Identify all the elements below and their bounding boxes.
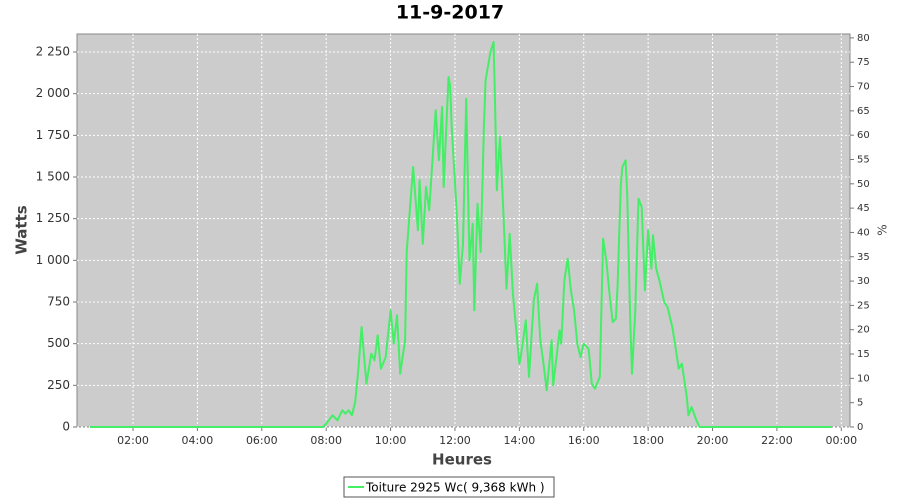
y-tick-label: 500 — [47, 336, 70, 350]
y2-tick-label: 0 — [857, 422, 863, 433]
y-tick-label: 2 250 — [36, 45, 70, 59]
x-tick-label: 16:00 — [568, 434, 600, 447]
y-tick-label: 2 000 — [36, 86, 70, 100]
y-tick-label: 250 — [47, 378, 70, 392]
y2-tick-label: 10 — [857, 373, 870, 384]
legend-label: Toiture 2925 Wc( 9,368 kWh ) — [365, 481, 545, 495]
y2-tick-label: 45 — [857, 203, 870, 214]
y2-tick-label: 25 — [857, 300, 870, 311]
y2-tick-label: 80 — [857, 33, 870, 44]
y2-tick-label: 75 — [857, 57, 870, 68]
y-tick-label: 1 250 — [36, 211, 70, 225]
x-tick-label: 18:00 — [632, 434, 664, 447]
x-tick-label: 14:00 — [504, 434, 536, 447]
y2-tick-label: 30 — [857, 276, 870, 287]
y-axis-label: Watts — [13, 205, 31, 254]
data-line — [89, 41, 832, 428]
y2-tick-label: 65 — [857, 106, 870, 117]
y-tick-label: 1 750 — [36, 128, 70, 142]
y2-tick-label: 40 — [857, 227, 870, 238]
x-tick-label: 04:00 — [182, 434, 214, 447]
chart-title: 11-9-2017 — [396, 2, 504, 24]
x-tick-label: 20:00 — [697, 434, 729, 447]
x-tick-label: 00:00 — [825, 434, 857, 447]
y-tick-label: 1 000 — [36, 253, 70, 267]
y2-axis-label: % — [876, 224, 890, 235]
y2-tick-label: 20 — [857, 325, 870, 336]
y-tick-label: 1 500 — [36, 170, 70, 184]
x-tick-label: 02:00 — [117, 434, 149, 447]
x-tick-label: 06:00 — [246, 434, 278, 447]
y2-tick-label: 70 — [857, 82, 870, 93]
y-tick-label: 750 — [47, 295, 70, 309]
x-tick-label: 22:00 — [761, 434, 793, 447]
y2-tick-label: 15 — [857, 349, 870, 360]
y2-tick-label: 60 — [857, 130, 870, 141]
y-tick-label: 0 — [62, 420, 70, 434]
y2-tick-label: 5 — [857, 398, 863, 409]
x-tick-label: 10:00 — [375, 434, 407, 447]
y2-tick-label: 50 — [857, 179, 870, 190]
x-axis-label: Heures — [432, 451, 492, 469]
x-tick-label: 08:00 — [310, 434, 342, 447]
y2-tick-label: 55 — [857, 154, 870, 165]
y2-tick-label: 35 — [857, 252, 870, 263]
x-tick-label: 12:00 — [439, 434, 471, 447]
legend — [343, 476, 555, 498]
